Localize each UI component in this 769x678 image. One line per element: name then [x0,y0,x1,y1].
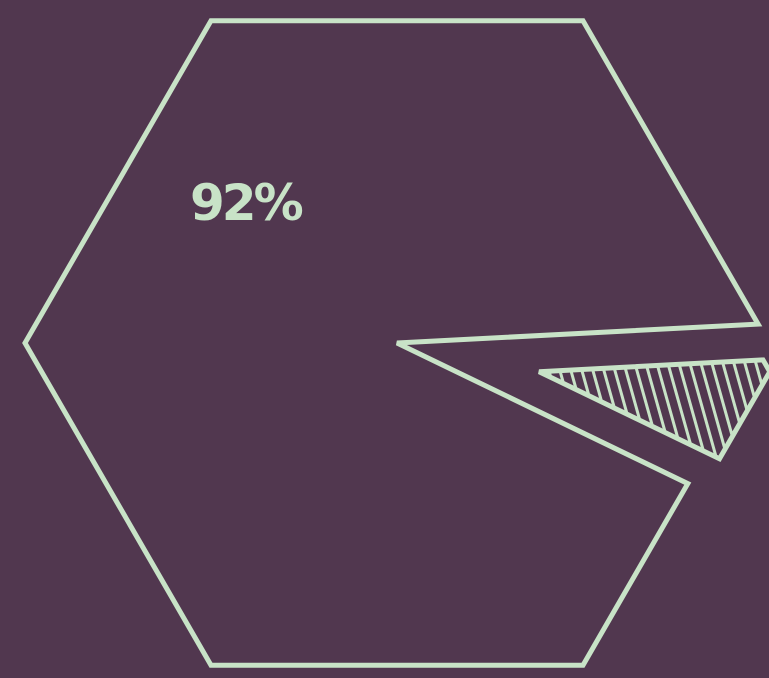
hatch-line-0 [499,350,532,469]
slice-minor [538,357,769,463]
hatch-line-17 [684,359,721,459]
slice-major-label: 92% [190,174,304,232]
slice-major [22,18,763,668]
